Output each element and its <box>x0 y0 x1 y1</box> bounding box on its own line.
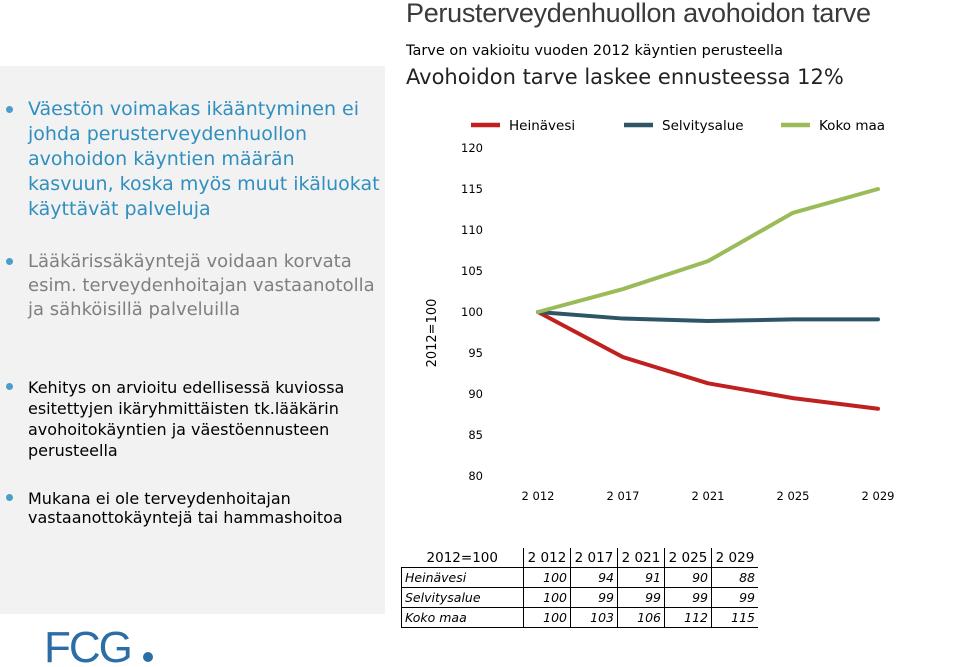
x-tick-label: 2 029 <box>862 489 895 503</box>
y-tick-label: 105 <box>461 264 483 278</box>
bullet-1: Väestön voimakas ikääntyminen ei johda p… <box>6 97 384 222</box>
y-axis-ticks: 80 85 90 95 100 105 110 115 120 <box>461 141 483 483</box>
table-cell: 99 <box>617 587 665 608</box>
data-point <box>706 381 710 385</box>
data-point <box>791 396 795 400</box>
table-header-row: 2012=100 2 012 2 017 2 021 2 025 2 029 <box>401 548 758 568</box>
y-tick-label: 95 <box>468 346 483 360</box>
chart-legend: Heinävesi Selvitysalue Koko maa <box>471 118 885 134</box>
y-tick-label: 90 <box>468 387 483 401</box>
legend-label: Koko maa <box>819 118 885 134</box>
table-row-label: Selvitysalue <box>401 587 524 608</box>
table-cell: 112 <box>664 607 712 628</box>
data-point <box>876 317 880 321</box>
page-subtitle: Tarve on vakioitu vuoden 2012 käyntien p… <box>406 43 783 59</box>
table-cell: 99 <box>711 587 758 608</box>
table-year: 2 012 <box>523 548 571 568</box>
left-panel <box>0 66 385 614</box>
data-point <box>621 287 625 291</box>
data-point <box>621 355 625 359</box>
data-point <box>791 317 795 321</box>
bullet-2: Lääkärissäkäyntejä voidaan korvata esim.… <box>6 250 384 322</box>
x-tick-label: 2 017 <box>607 489 640 503</box>
y-tick-label: 80 <box>468 469 483 483</box>
bullet-dot <box>6 383 13 390</box>
table-cell: 115 <box>711 607 758 628</box>
y-tick-label: 100 <box>461 305 483 319</box>
y-tick-label: 115 <box>461 182 483 196</box>
bullet-dot <box>6 494 13 501</box>
y-tick-label: 85 <box>468 428 483 442</box>
chart-series <box>536 187 880 411</box>
data-point <box>706 319 710 323</box>
table-cell: 106 <box>617 607 665 628</box>
table-row: Selvitysalue 100 99 99 99 99 <box>401 587 758 608</box>
x-tick-label: 2 021 <box>692 489 725 503</box>
y-tick-label: 110 <box>461 223 483 237</box>
table-cell: 88 <box>711 567 758 588</box>
bullet-3: Kehitys on arvioitu edellisessä kuviossa… <box>6 377 384 461</box>
table-cell: 100 <box>523 567 571 588</box>
x-tick-label: 2 025 <box>777 489 810 503</box>
bullet-text: Kehitys on arvioitu edellisessä kuviossa… <box>28 378 345 460</box>
y-axis-label: 2012=100 <box>425 299 440 368</box>
fcg-logo: FCG <box>44 624 153 666</box>
chart-headline: Avohoidon tarve laskee ennusteessa 12% <box>406 65 844 89</box>
table-cell: 100 <box>523 587 571 608</box>
bullet-text: Mukana ei ole terveydenhoitajan vastaano… <box>28 489 343 527</box>
table-cell: 99 <box>664 587 712 608</box>
table-row-label: Heinävesi <box>401 567 524 588</box>
logo-dot <box>143 652 153 662</box>
table-corner-label: 2012=100 <box>401 548 524 568</box>
legend-label: Selvitysalue <box>662 118 744 134</box>
table-cell: 91 <box>617 567 665 588</box>
table-row: Heinävesi 100 94 91 90 88 <box>401 567 758 588</box>
table-year: 2 021 <box>617 548 665 568</box>
bullet-dot <box>6 258 13 265</box>
x-axis-ticks: 2 012 2 017 2 021 2 025 2 029 <box>522 489 895 503</box>
table-year: 2 025 <box>664 548 712 568</box>
table-year: 2 029 <box>711 548 758 568</box>
logo-text: FCG <box>44 624 131 666</box>
data-table: 2012=100 2 012 2 017 2 021 2 025 2 029 H… <box>401 548 758 628</box>
bullet-text: Väestön voimakas ikääntyminen ei johda p… <box>28 98 380 220</box>
series-line <box>536 187 880 314</box>
bullet-text: Lääkärissäkäyntejä voidaan korvata esim.… <box>28 251 375 320</box>
data-point <box>876 187 880 191</box>
x-tick-label: 2 012 <box>522 489 555 503</box>
table-year: 2 017 <box>570 548 618 568</box>
table-row: Koko maa 100 103 106 112 115 <box>401 607 758 628</box>
data-point <box>621 317 625 321</box>
legend-label: Heinävesi <box>509 118 575 134</box>
series-line <box>536 310 880 411</box>
y-tick-label: 120 <box>461 141 483 155</box>
table-cell: 100 <box>523 607 571 628</box>
table-cell: 103 <box>570 607 618 628</box>
bullet-4: Mukana ei ole terveydenhoitajan vastaano… <box>6 489 384 527</box>
data-point <box>536 310 540 314</box>
table-cell: 90 <box>664 567 712 588</box>
bullet-dot <box>6 106 13 113</box>
page-title: Perusterveydenhuollon avohoidon tarve <box>406 0 871 28</box>
data-point <box>876 407 880 411</box>
data-point <box>791 211 795 215</box>
table-cell: 94 <box>570 567 618 588</box>
table-row-label: Koko maa <box>401 607 524 628</box>
data-point <box>706 259 710 263</box>
table-cell: 99 <box>570 587 618 608</box>
